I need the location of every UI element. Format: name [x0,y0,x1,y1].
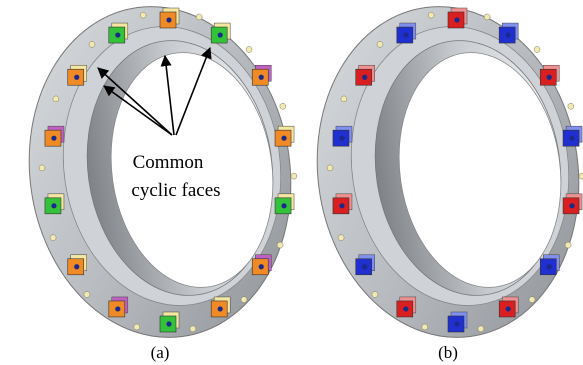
bolt [241,297,247,303]
block-hole [218,32,223,37]
block-hole [339,203,344,208]
bolt [377,41,383,47]
block-hole [74,264,79,269]
block-hole [569,203,574,208]
bolt [280,103,286,109]
bolt [84,291,90,297]
annotation: cyclic faces [131,180,220,201]
bolt [196,14,202,20]
block-hole [362,264,367,269]
block-hole [74,75,79,80]
block-hole [218,306,223,311]
block-hole [259,75,264,80]
bolt [534,47,540,53]
block-hole [506,32,511,37]
bolt [341,96,347,102]
bolt [39,165,45,171]
block-hole [166,321,171,326]
ring-a [8,0,312,354]
bolt [579,173,583,179]
bolt [277,242,283,248]
bolt [565,242,571,248]
ring-b [296,0,583,354]
block-hole [547,264,552,269]
bolt [327,165,333,171]
bolt [190,326,196,332]
panel-label: (b) [438,343,458,362]
block-hole [454,321,459,326]
bolt [338,235,344,241]
block-hole [166,17,171,22]
bolt [478,326,484,332]
bolt [422,324,428,330]
bolt [484,14,490,20]
bolt [246,47,252,53]
bolt [140,12,146,18]
block-hole [569,136,574,141]
block-hole [339,136,344,141]
bolt [372,291,378,297]
bolt [291,173,297,179]
bolt [568,103,574,109]
bolt [89,41,95,47]
block-hole [115,32,120,37]
panel-label: (a) [151,343,170,362]
block-hole [281,203,286,208]
bolt [50,235,56,241]
block-hole [506,306,511,311]
page: Common cyclic faces (a) (b) (() => { con… [0,0,583,365]
bolt [134,324,140,330]
bolt [428,12,434,18]
block-hole [115,306,120,311]
annotation: Common [133,152,204,173]
block-hole [362,75,367,80]
bolt [529,297,535,303]
block-hole [51,203,56,208]
block-hole [259,264,264,269]
bolt [53,96,59,102]
block-hole [403,32,408,37]
block-hole [454,17,459,22]
block-hole [547,75,552,80]
block-hole [51,136,56,141]
block-hole [281,136,286,141]
block-hole [403,306,408,311]
figure: Common cyclic faces (a) (b) [0,0,583,365]
